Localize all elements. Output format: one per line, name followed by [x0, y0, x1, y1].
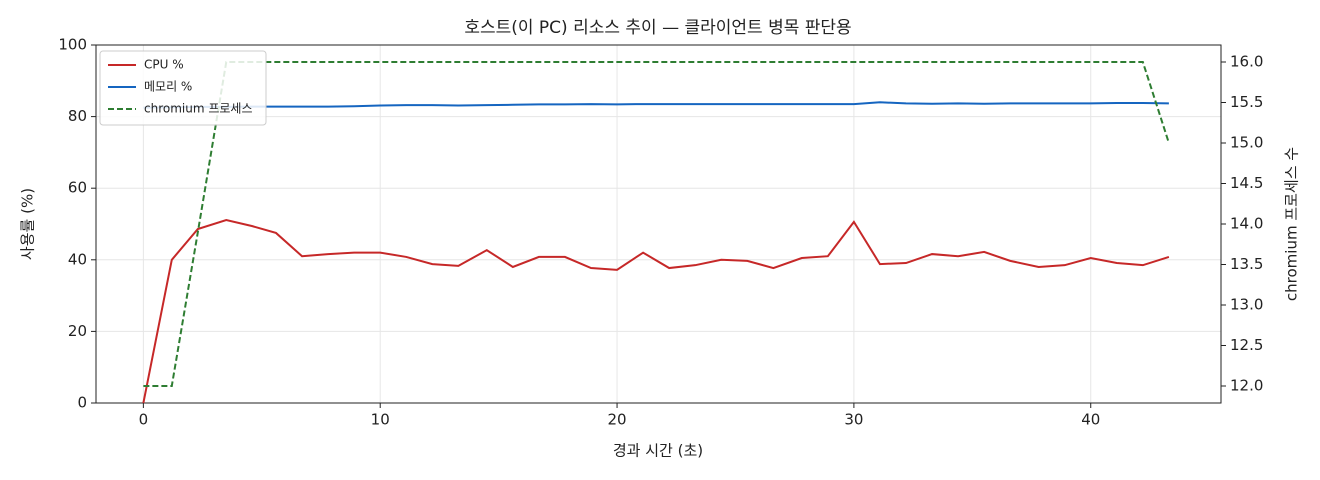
- chart-title: 호스트(이 PC) 리소스 추이 — 클라이언트 병목 판단용: [464, 18, 851, 38]
- series-line: [143, 61, 1170, 387]
- series-line: [142, 219, 1170, 404]
- x-tick-label: 20: [608, 411, 627, 429]
- y2-tick-label: 14.5: [1230, 174, 1263, 192]
- legend-label: 메모리 %: [144, 80, 192, 94]
- y-tick-label: 100: [58, 36, 87, 54]
- x-tick-label: 10: [371, 411, 390, 429]
- y-axis-label: 사용률 (%): [19, 188, 37, 260]
- x-tick-label: 40: [1081, 411, 1100, 429]
- y2-tick-label: 13.0: [1230, 295, 1263, 313]
- x-tick-label: 30: [844, 411, 863, 429]
- y-tick-label: 0: [77, 394, 87, 412]
- y2-tick-label: 13.5: [1230, 255, 1263, 273]
- legend-label: CPU %: [144, 58, 184, 72]
- y2-tick-label: 12.5: [1230, 336, 1263, 354]
- y2-tick-label: 14.0: [1230, 215, 1263, 233]
- y2-tick-label: 15.5: [1230, 93, 1263, 111]
- y2-tick-label: 15.0: [1230, 134, 1263, 152]
- plot-frame: [95, 44, 1222, 404]
- legend-box: [99, 50, 267, 126]
- y-tick-label: 80: [68, 107, 87, 125]
- y-tick-label: 20: [68, 322, 87, 340]
- y-tick-label: 60: [68, 179, 87, 197]
- y2-tick-label: 12.0: [1230, 376, 1263, 394]
- y-tick-label: 40: [68, 250, 87, 268]
- x-axis-label: 경과 시간 (초): [613, 442, 703, 460]
- legend-label: chromium 프로세스: [144, 102, 253, 116]
- series-line: [143, 101, 1169, 109]
- x-tick-label: 0: [139, 411, 149, 429]
- y2-axis-label: chromium 프로세스 수: [1283, 147, 1301, 301]
- y2-tick-label: 16.0: [1230, 53, 1263, 71]
